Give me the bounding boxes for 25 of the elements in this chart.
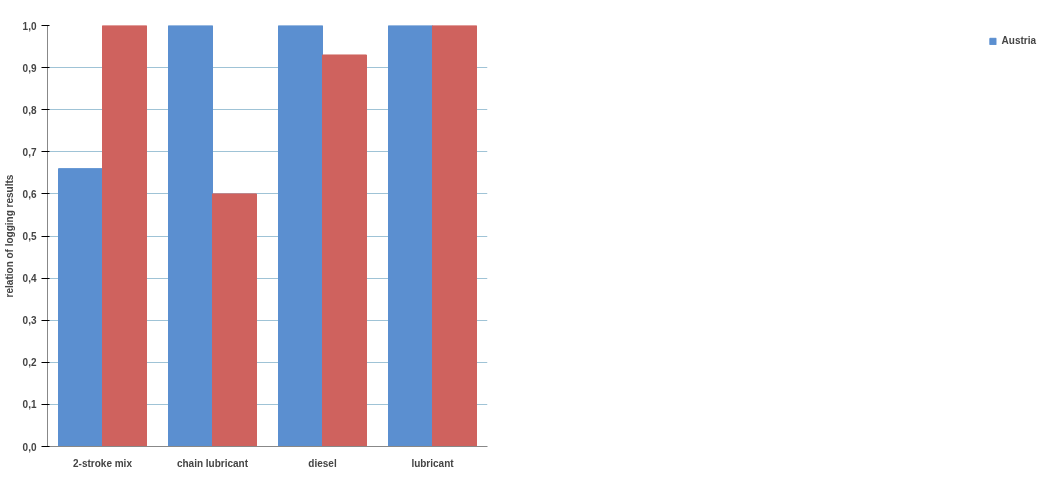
bar xyxy=(278,25,323,447)
bar xyxy=(388,25,433,447)
y-tick-label: 1,0 xyxy=(22,20,37,32)
y-tick-label: 0,9 xyxy=(22,62,37,74)
bar xyxy=(58,168,103,447)
y-tick-label: 0,8 xyxy=(22,104,37,116)
y-tick-label: 0,4 xyxy=(22,273,37,285)
bar xyxy=(212,193,257,447)
bar xyxy=(322,54,367,447)
y-tick-label: 0,3 xyxy=(22,315,37,327)
x-tick-label: 2-stroke mix xyxy=(73,457,133,469)
y-tick-label: 0,1 xyxy=(22,399,37,411)
y-tick-label: 0,2 xyxy=(22,357,37,369)
x-tick-label: chain lubricant xyxy=(176,457,249,469)
y-axis-title: relation of logging results xyxy=(3,174,15,298)
bar xyxy=(432,25,477,447)
y-tick-label: 0,6 xyxy=(22,188,37,200)
y-tick-label: 0,7 xyxy=(22,146,37,158)
y-tick-label: 0,0 xyxy=(22,441,37,453)
x-tick-label: lubricant xyxy=(411,457,455,469)
y-tick-label: 0,5 xyxy=(22,231,37,242)
bar xyxy=(168,25,213,447)
x-tick-label: diesel xyxy=(308,457,337,469)
bar xyxy=(102,25,147,447)
legend-label: Austria xyxy=(1001,35,1036,46)
